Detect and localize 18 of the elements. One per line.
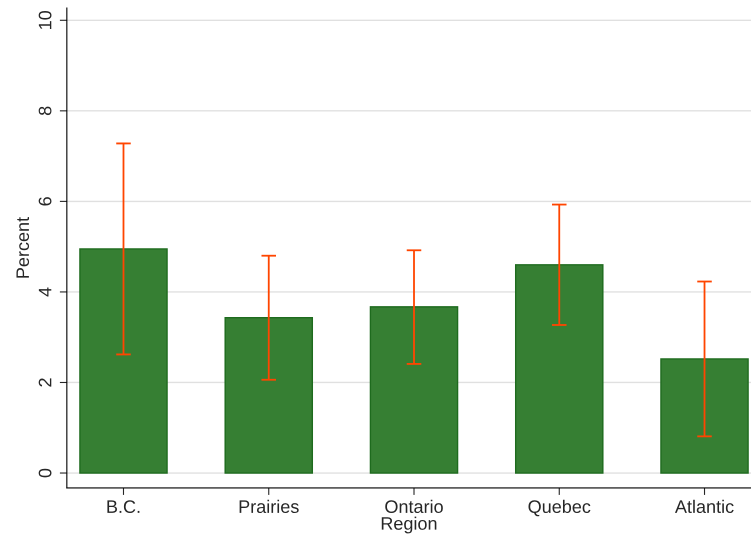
x-tick-label: Quebec <box>528 500 590 516</box>
bar <box>514 264 604 474</box>
y-axis-title: Percent <box>16 217 30 278</box>
bar <box>370 306 458 474</box>
x-tick-label: Prairies <box>240 500 299 514</box>
x-tick-label: Ontario <box>385 500 443 514</box>
y-tick-label: 0 <box>38 468 52 478</box>
x-tick-label: B.C. <box>107 500 140 514</box>
y-tick-label: 10 <box>38 10 52 29</box>
y-tick-label: 6 <box>38 197 52 206</box>
y-tick-label: 4 <box>38 287 52 297</box>
y-tick-label: 8 <box>38 106 52 116</box>
y-tick-label: 2 <box>38 378 52 387</box>
bar <box>660 358 749 474</box>
x-axis-title: Region <box>382 516 436 534</box>
x-tick-label: Atlantic <box>674 500 734 514</box>
bar <box>224 317 314 474</box>
bar <box>79 248 168 474</box>
